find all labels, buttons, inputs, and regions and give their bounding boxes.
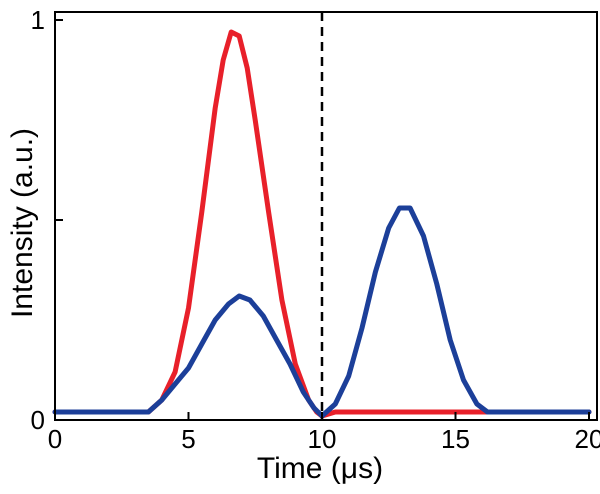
x-tick-label: 5 bbox=[181, 424, 195, 454]
y-tick-label: 1 bbox=[31, 5, 45, 35]
y-tick-label: 0 bbox=[31, 405, 45, 435]
plot-frame bbox=[54, 11, 598, 421]
series-line-2 bbox=[52, 205, 592, 419]
x-tick-label: 0 bbox=[48, 424, 62, 454]
x-tick-label: 20 bbox=[575, 424, 600, 454]
series-line-1 bbox=[52, 29, 592, 419]
x-axis-title: Time (μs) bbox=[257, 452, 383, 485]
x-tick-label: 15 bbox=[441, 424, 470, 454]
x-tick-label: 10 bbox=[308, 424, 337, 454]
plot-lines bbox=[52, 29, 592, 419]
y-axis-title: Intensity (a.u.) bbox=[6, 128, 39, 318]
axis-ticks: 0 5 10 15 20 0 1 bbox=[31, 5, 600, 454]
